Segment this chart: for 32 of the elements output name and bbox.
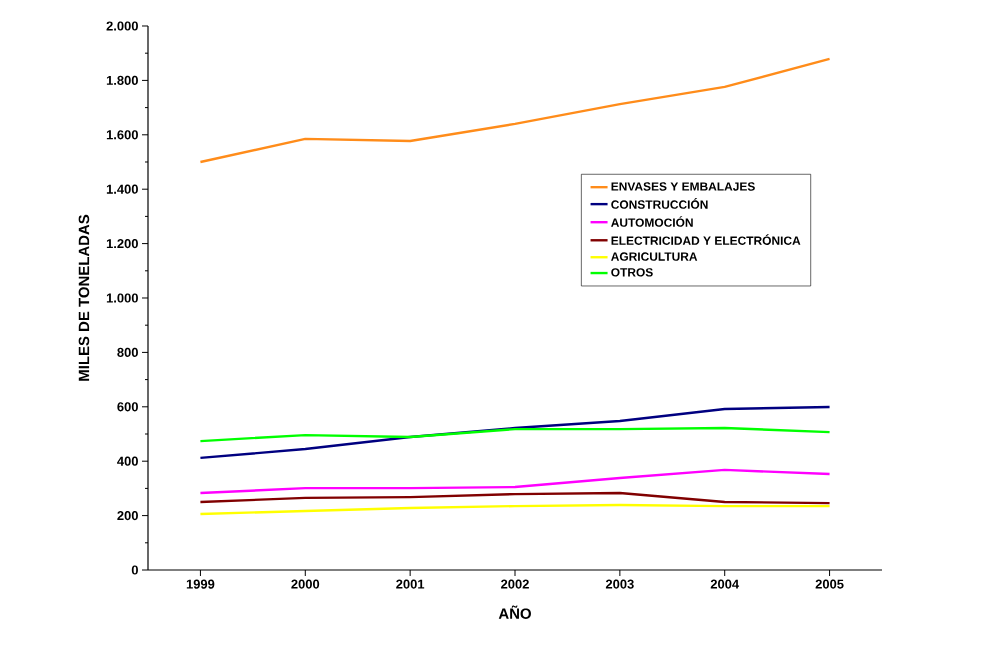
line-series (199, 503, 831, 516)
line-series (199, 468, 831, 495)
y-tick-label: 800 (117, 347, 138, 357)
y-tick-label: 1.200 (106, 239, 138, 249)
line-series (199, 426, 831, 443)
x-tick-label: 1999 (186, 579, 215, 589)
legend-label: AGRICULTURA (611, 252, 698, 261)
x-tick-label: 2003 (605, 579, 634, 589)
y-tick-label: 1.800 (106, 75, 138, 85)
y-tick-label: 1.000 (106, 293, 138, 303)
y-tick-label: 200 (117, 511, 138, 521)
y-tick-label: 2.000 (106, 21, 138, 31)
x-tick-label: 2001 (396, 579, 425, 589)
legend-label: CONSTRUCCIÓN (611, 198, 708, 209)
legend-label: ENVASES Y EMBALAJES (611, 182, 755, 191)
line-series (199, 57, 831, 164)
y-tick-label: 1.400 (106, 184, 138, 194)
x-tick-label: 2004 (710, 579, 740, 589)
legend-label: OTROS (611, 268, 653, 277)
y-tick-label: 0 (131, 565, 138, 575)
legend-label: AUTOMOCIÓN (611, 216, 693, 227)
x-tick-label: 2002 (501, 579, 529, 589)
y-tick-label: 600 (117, 402, 138, 412)
y-axis-title: MILES DE TONELADAS (78, 214, 90, 381)
x-tick-label: 2005 (815, 579, 844, 589)
y-tick-label: 1.600 (106, 130, 138, 140)
x-axis-title: AÑO (498, 605, 531, 619)
legend-label: ELECTRICIDAD Y ELECTRÓNICA (611, 234, 801, 245)
line-series (199, 405, 831, 460)
x-tick-label: 2000 (291, 579, 320, 589)
line-series (199, 491, 831, 505)
y-tick-label: 400 (117, 456, 138, 466)
